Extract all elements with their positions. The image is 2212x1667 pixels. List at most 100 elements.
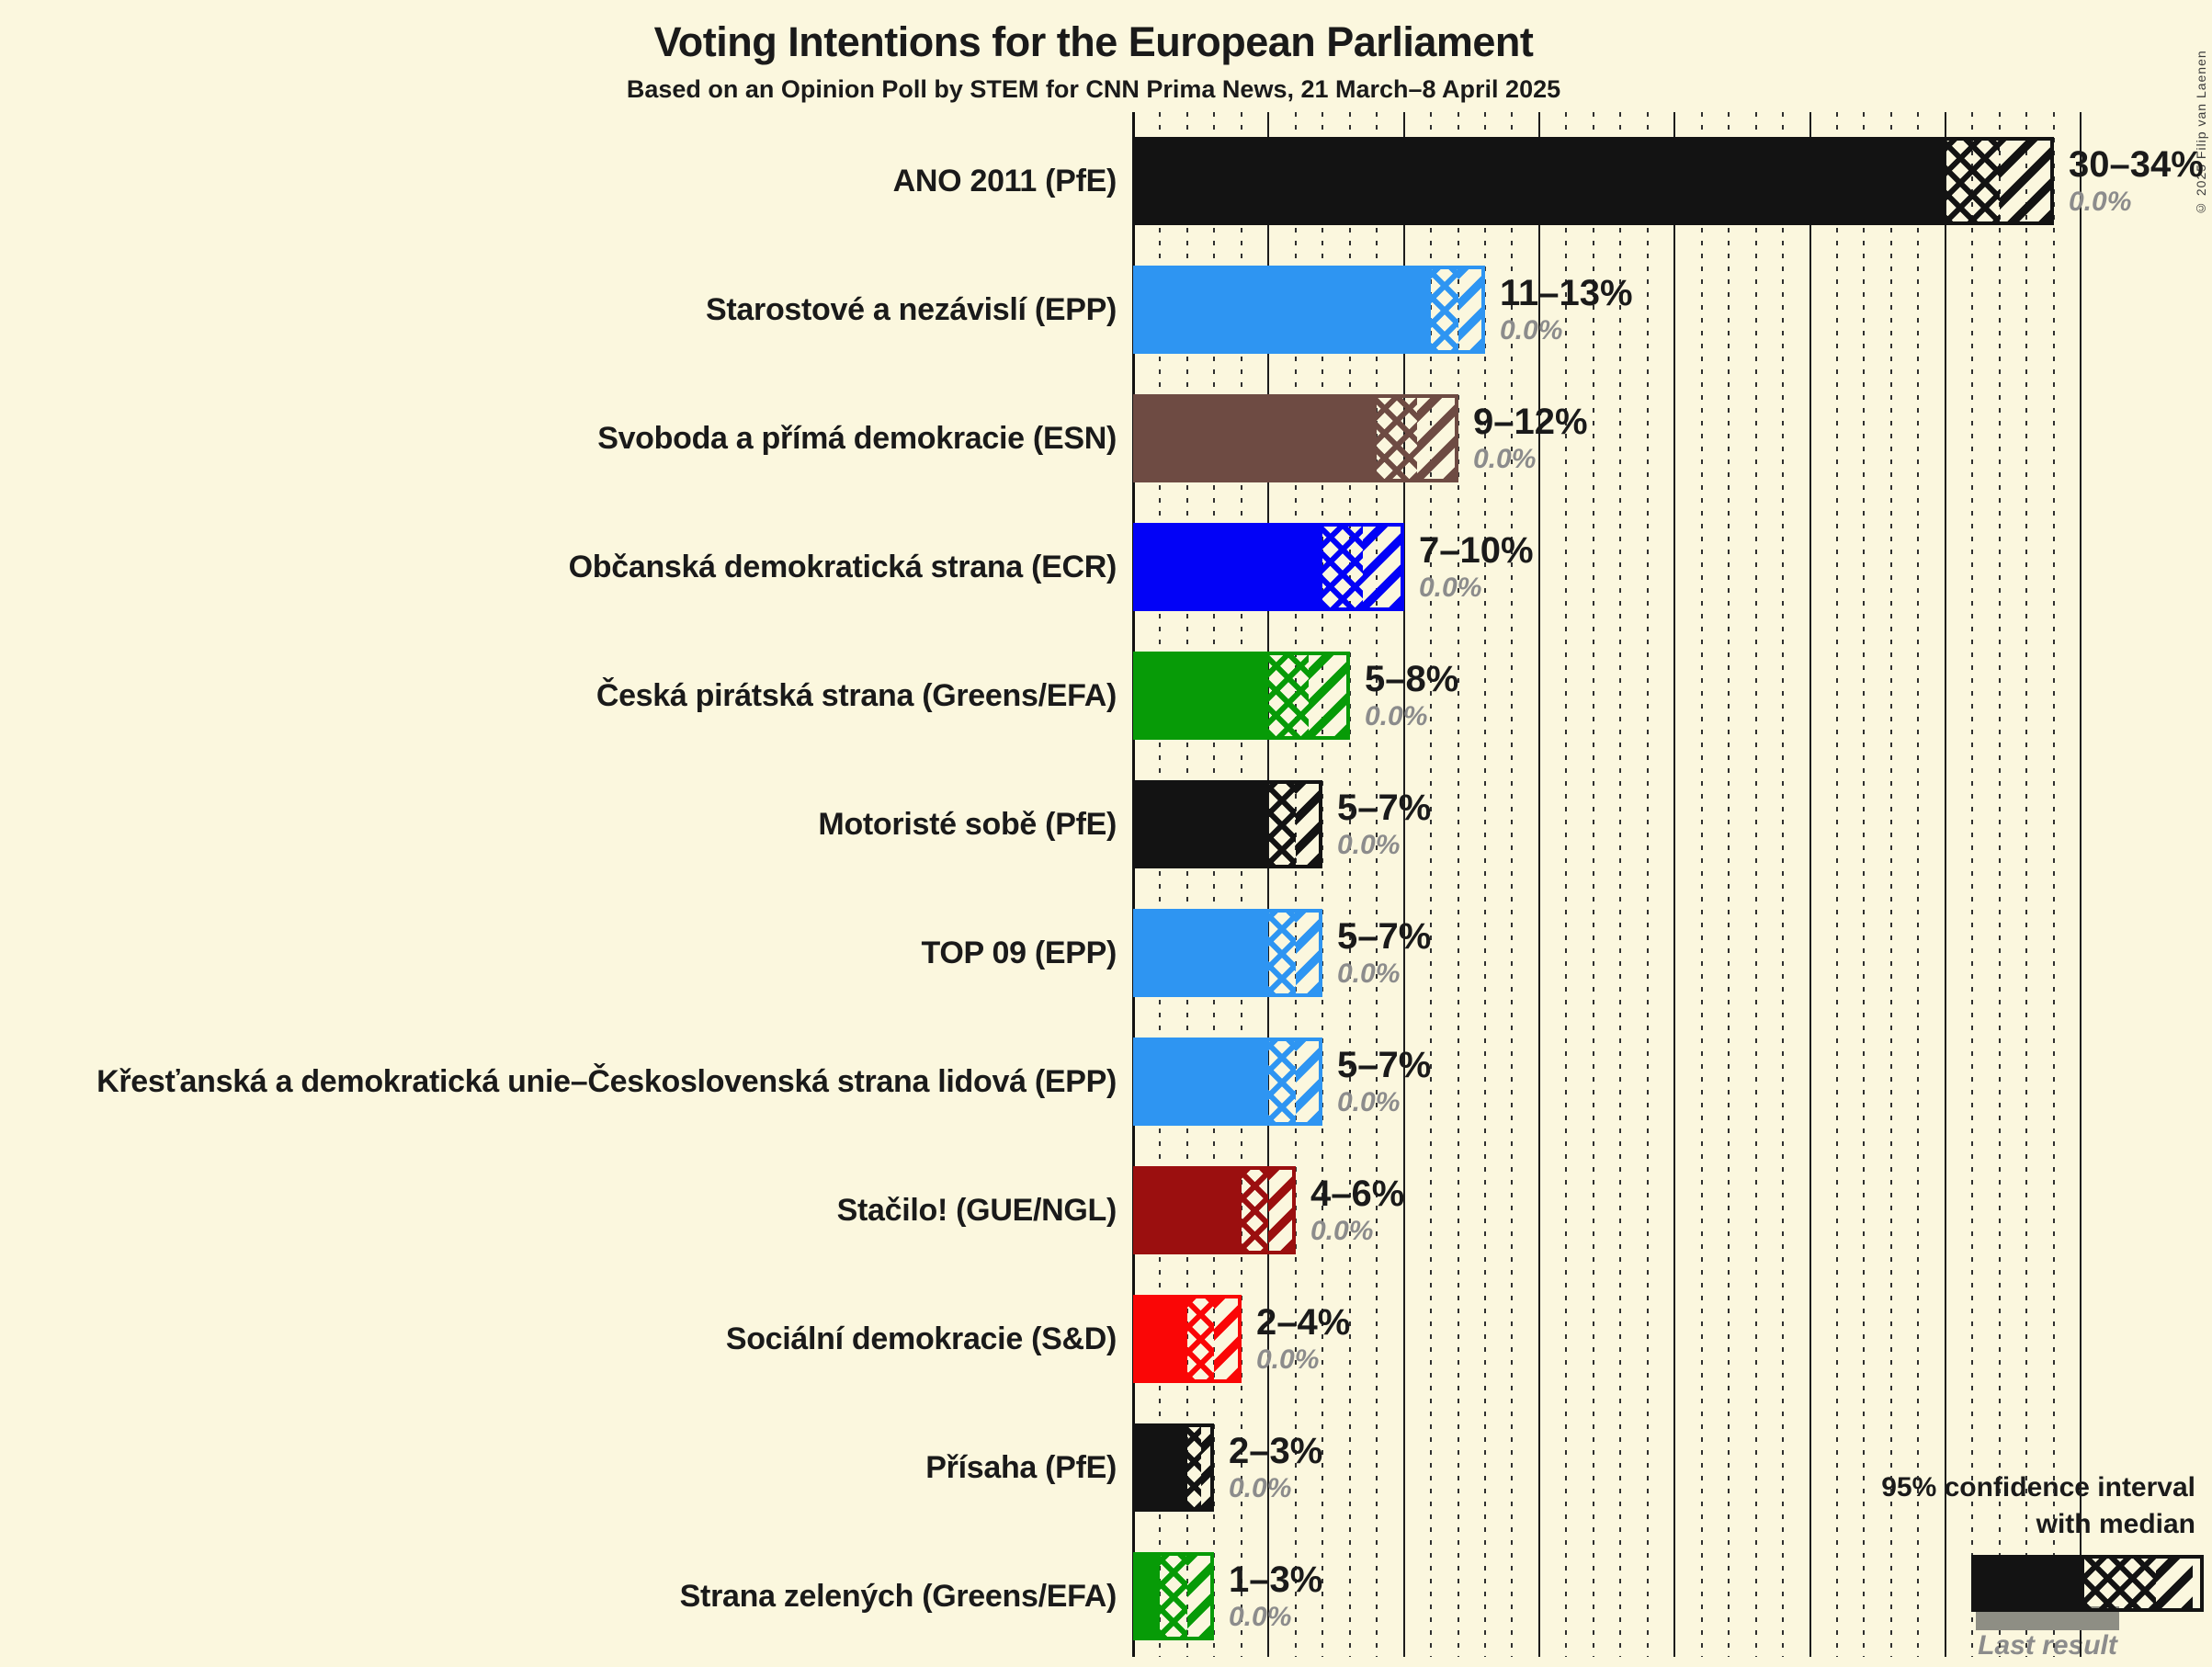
ci-range-label: 2–3% bbox=[1229, 1431, 1323, 1471]
ci-range-label: 30–34% bbox=[2069, 144, 2204, 185]
gridline-minor bbox=[2025, 112, 2027, 1657]
last-result-label: 0.0% bbox=[1419, 573, 1482, 603]
party-bar bbox=[1133, 523, 1404, 611]
gridline-minor bbox=[1728, 112, 1730, 1657]
bar-ci-cross-hatch-segment bbox=[1160, 1556, 1187, 1637]
bar-ci-diagonal-hatch-segment bbox=[1296, 784, 1319, 865]
ci-range-label: 4–6% bbox=[1310, 1174, 1405, 1214]
gridline-minor bbox=[1213, 112, 1215, 1657]
value-labels: 4–6% 0.0% bbox=[1310, 1166, 1404, 1254]
gridline-minor bbox=[1511, 112, 1513, 1657]
gridline-minor bbox=[1647, 112, 1649, 1657]
ci-range-label: 1–3% bbox=[1229, 1559, 1323, 1600]
party-bar bbox=[1133, 1552, 1214, 1640]
ci-range-label: 5–7% bbox=[1337, 916, 1432, 957]
value-labels: 1–3% 0.0% bbox=[1229, 1552, 1322, 1640]
ci-range-label: 7–10% bbox=[1419, 530, 1534, 571]
value-labels: 30–34% 0.0% bbox=[2069, 137, 2204, 225]
bar-ci-lower-solid-segment bbox=[1137, 398, 1377, 479]
last-result-label: 0.0% bbox=[1500, 315, 1563, 346]
bar-ci-cross-hatch-segment bbox=[1431, 269, 1458, 350]
party-label: Přísaha (PfE) bbox=[925, 1449, 1117, 1485]
value-labels: 5–7% 0.0% bbox=[1337, 1038, 1431, 1126]
bar-ci-cross-hatch-segment bbox=[1268, 1041, 1296, 1122]
gridline-major bbox=[1945, 112, 1946, 1657]
gridline-minor bbox=[1295, 112, 1297, 1657]
party-label: Svoboda a přímá demokracie (ESN) bbox=[597, 420, 1117, 456]
bar-ci-diagonal-hatch-segment bbox=[1214, 1298, 1238, 1379]
gridline-major bbox=[1809, 112, 1811, 1657]
legend-sample-bar bbox=[1971, 1555, 2204, 1612]
bar-ci-diagonal-hatch-segment bbox=[2000, 141, 2050, 221]
gridline-minor bbox=[1701, 112, 1703, 1657]
gridline-minor bbox=[1376, 112, 1378, 1657]
value-labels: 11–13% 0.0% bbox=[1500, 266, 1633, 354]
ci-range-label: 5–7% bbox=[1337, 1045, 1432, 1085]
value-labels: 2–4% 0.0% bbox=[1256, 1295, 1350, 1383]
bar-ci-lower-solid-segment bbox=[1137, 784, 1268, 865]
bar-ci-diagonal-hatch-segment bbox=[1309, 655, 1346, 736]
value-labels: 9–12% 0.0% bbox=[1473, 394, 1588, 482]
gridline-minor bbox=[1999, 112, 2001, 1657]
gridline-minor bbox=[1863, 112, 1865, 1657]
gridline-minor bbox=[1565, 112, 1567, 1657]
gridline-major bbox=[2080, 112, 2082, 1657]
gridline-minor bbox=[1458, 112, 1459, 1657]
last-result-label: 0.0% bbox=[1365, 701, 1428, 731]
gridline-minor bbox=[1619, 112, 1621, 1657]
bar-ci-lower-solid-segment bbox=[1137, 1170, 1242, 1251]
plot-grid bbox=[1132, 112, 2082, 1657]
bar-ci-cross-hatch-segment bbox=[1187, 1298, 1214, 1379]
bar-ci-cross-hatch-segment bbox=[1322, 527, 1363, 607]
bar-ci-cross-hatch-segment bbox=[2084, 1559, 2156, 1608]
gridline-minor bbox=[1917, 112, 1919, 1657]
gridline-minor bbox=[1890, 112, 1892, 1657]
value-labels: 2–3% 0.0% bbox=[1229, 1423, 1322, 1512]
ci-range-label: 11–13% bbox=[1500, 273, 1633, 313]
bar-ci-diagonal-hatch-segment bbox=[1458, 269, 1481, 350]
gridline-minor bbox=[1593, 112, 1594, 1657]
bar-ci-lower-solid-segment bbox=[1137, 1041, 1268, 1122]
party-bar bbox=[1133, 1038, 1322, 1126]
bar-ci-lower-solid-segment bbox=[1137, 913, 1268, 993]
gridline-minor bbox=[1349, 112, 1351, 1657]
bar-ci-diagonal-hatch-segment bbox=[1187, 1556, 1210, 1637]
party-bar bbox=[1133, 266, 1485, 354]
bar-ci-diagonal-hatch-segment bbox=[2156, 1559, 2193, 1608]
ci-range-label: 5–7% bbox=[1337, 788, 1432, 828]
gridline-minor bbox=[1836, 112, 1838, 1657]
gridline-minor bbox=[2053, 112, 2055, 1657]
legend-title-line2: with median bbox=[2036, 1509, 2195, 1539]
bar-ci-lower-solid-segment bbox=[1137, 1427, 1187, 1508]
bar-ci-lower-solid-segment bbox=[1137, 141, 1945, 221]
party-label: Sociální demokracie (S&D) bbox=[725, 1321, 1117, 1356]
gridline-major bbox=[1673, 112, 1675, 1657]
last-result-label: 0.0% bbox=[1229, 1602, 1292, 1632]
chart-title: Voting Intentions for the European Parli… bbox=[653, 18, 1534, 65]
gridline-minor bbox=[1484, 112, 1486, 1657]
party-bar bbox=[1133, 780, 1322, 868]
value-labels: 5–7% 0.0% bbox=[1337, 909, 1431, 997]
bar-ci-cross-hatch-segment bbox=[1242, 1170, 1268, 1251]
bar-ci-lower-solid-segment bbox=[1137, 1556, 1160, 1637]
gridline-minor bbox=[1322, 112, 1323, 1657]
party-label: Strana zelených (Greens/EFA) bbox=[679, 1578, 1117, 1614]
bar-ci-cross-hatch-segment bbox=[1268, 784, 1296, 865]
bar-ci-cross-hatch-segment bbox=[1945, 141, 2000, 221]
ci-range-label: 2–4% bbox=[1256, 1302, 1351, 1343]
gridline-minor bbox=[1755, 112, 1757, 1657]
bar-ci-diagonal-hatch-segment bbox=[1417, 398, 1455, 479]
bar-ci-lower-solid-segment bbox=[1137, 269, 1431, 350]
last-result-label: 0.0% bbox=[1229, 1473, 1292, 1503]
party-bar bbox=[1133, 1423, 1214, 1512]
party-label: Česká pirátská strana (Greens/EFA) bbox=[596, 677, 1117, 713]
ci-range-label: 9–12% bbox=[1473, 402, 1588, 442]
party-label: ANO 2011 (PfE) bbox=[892, 163, 1117, 198]
gridline-minor bbox=[1241, 112, 1242, 1657]
bar-ci-cross-hatch-segment bbox=[1268, 655, 1309, 736]
gridline-major bbox=[1538, 112, 1540, 1657]
last-result-label: 0.0% bbox=[1337, 958, 1401, 989]
gridline-major bbox=[1403, 112, 1405, 1657]
gridline-major bbox=[1267, 112, 1269, 1657]
bar-ci-diagonal-hatch-segment bbox=[1296, 913, 1319, 993]
